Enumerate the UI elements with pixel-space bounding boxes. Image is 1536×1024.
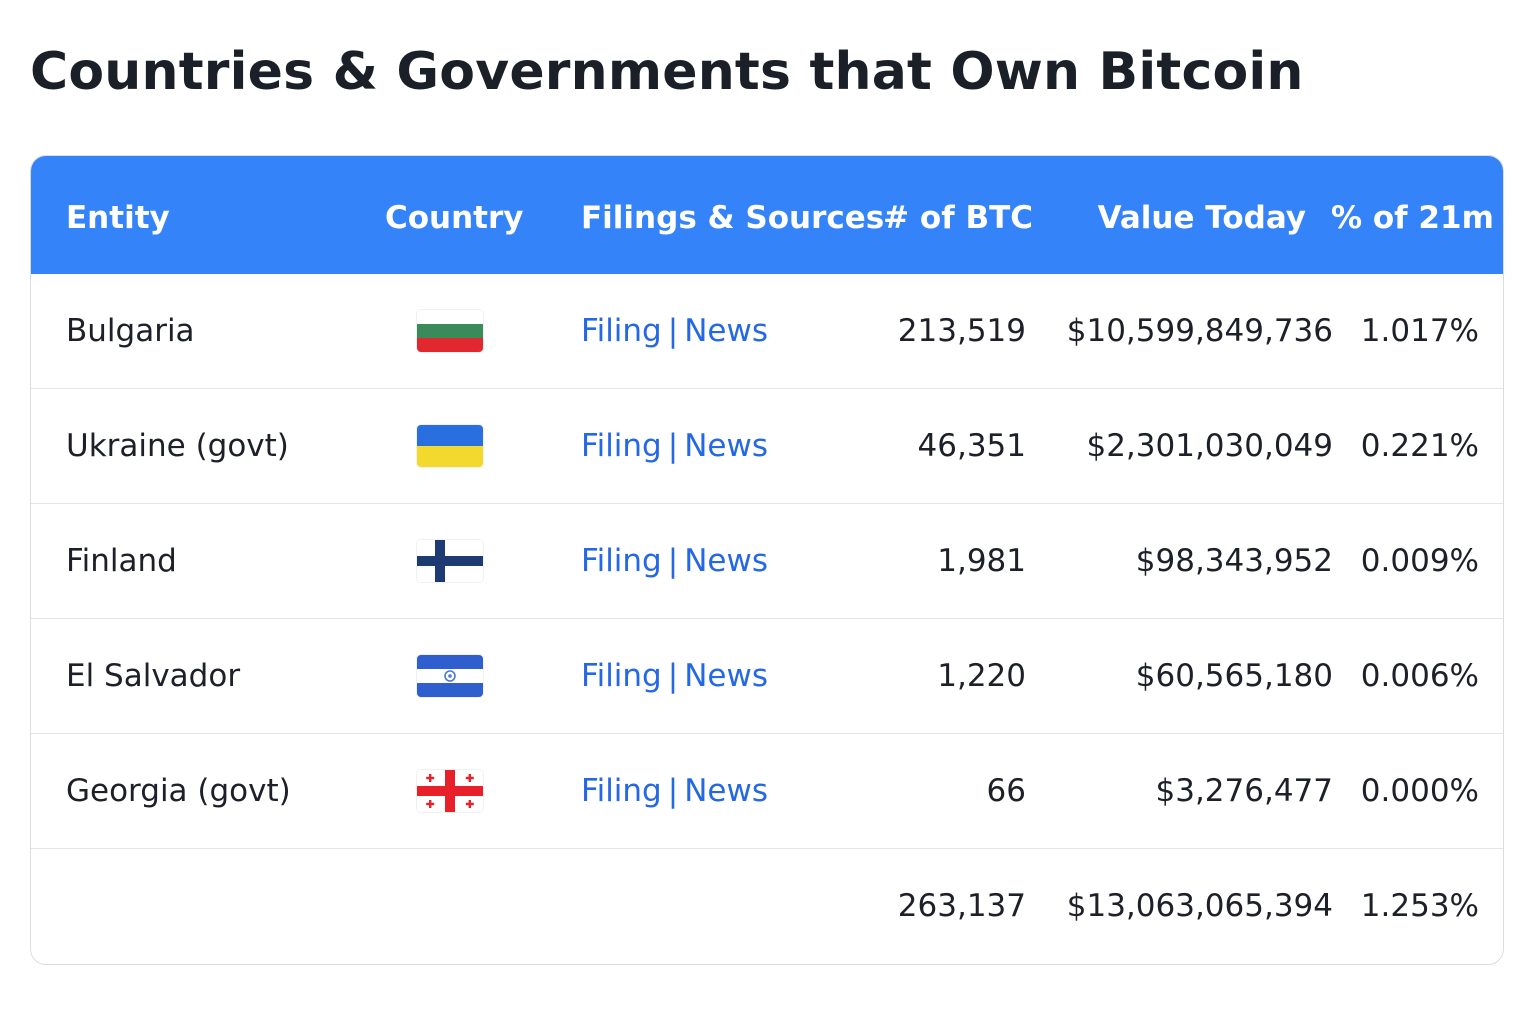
total-value: $13,063,065,394	[1066, 888, 1333, 924]
link-separator: |	[667, 658, 679, 694]
table-row: Finland Filing | News 1,981 $98,343,952 0.…	[31, 504, 1503, 619]
entity-name: Ukraine (govt)	[66, 428, 289, 464]
link-separator: |	[667, 773, 679, 809]
btc-amount: 1,981	[937, 543, 1026, 579]
entity-name: Georgia (govt)	[66, 773, 291, 809]
header-btc[interactable]: # of BTC	[883, 200, 1033, 236]
percent-of-21m: 0.000%	[1360, 773, 1479, 809]
link-separator: |	[667, 428, 679, 464]
news-link[interactable]: News	[684, 543, 768, 579]
ukraine-flag-icon	[417, 425, 483, 467]
news-link[interactable]: News	[684, 658, 768, 694]
btc-amount: 66	[986, 773, 1026, 809]
value-today: $10,599,849,736	[1066, 313, 1333, 349]
percent-of-21m: 0.221%	[1360, 428, 1479, 464]
news-link[interactable]: News	[684, 428, 768, 464]
table-row: Georgia (govt) Filing | News 66 $3,276,477…	[31, 734, 1503, 849]
header-entity[interactable]: Entity	[66, 200, 170, 236]
entity-name: Finland	[66, 543, 177, 579]
filing-link[interactable]: Filing	[581, 658, 662, 694]
filings-links: Filing | News	[581, 389, 768, 504]
value-today: $2,301,030,049	[1086, 428, 1333, 464]
news-link[interactable]: News	[684, 313, 768, 349]
percent-of-21m: 0.009%	[1360, 543, 1479, 579]
link-separator: |	[667, 313, 679, 349]
link-separator: |	[667, 543, 679, 579]
value-today: $60,565,180	[1135, 658, 1333, 694]
value-today: $98,343,952	[1135, 543, 1333, 579]
filings-links: Filing | News	[581, 274, 768, 389]
table-row: Bulgaria Filing | News 213,519 $10,599,849…	[31, 274, 1503, 389]
totals-row: 263,137 $13,063,065,394 1.253%	[31, 849, 1503, 964]
entity-name: El Salvador	[66, 658, 241, 694]
holdings-table: Entity Country Filings & Sources # of BT…	[30, 155, 1504, 965]
filing-link[interactable]: Filing	[581, 543, 662, 579]
table-row: El Salvador Filing | News 1,220 $60,565,18…	[31, 619, 1503, 734]
filings-links: Filing | News	[581, 734, 768, 849]
header-filings[interactable]: Filings & Sources	[581, 200, 885, 236]
header-country[interactable]: Country	[385, 200, 524, 236]
header-pct[interactable]: % of 21m	[1331, 200, 1494, 236]
filing-link[interactable]: Filing	[581, 773, 662, 809]
filings-links: Filing | News	[581, 504, 768, 619]
table-header: Entity Country Filings & Sources # of BT…	[31, 156, 1503, 274]
table-row: Ukraine (govt) Filing | News 46,351 $2,301…	[31, 389, 1503, 504]
btc-amount: 46,351	[917, 428, 1026, 464]
btc-amount: 213,519	[897, 313, 1026, 349]
percent-of-21m: 0.006%	[1360, 658, 1479, 694]
total-btc: 263,137	[897, 888, 1026, 924]
finland-flag-icon	[417, 540, 483, 582]
entity-name: Bulgaria	[66, 313, 195, 349]
header-value[interactable]: Value Today	[1097, 200, 1306, 236]
filings-links: Filing | News	[581, 619, 768, 734]
btc-amount: 1,220	[937, 658, 1026, 694]
bulgaria-flag-icon	[417, 310, 483, 352]
page-title: Countries & Governments that Own Bitcoin	[30, 42, 1304, 102]
value-today: $3,276,477	[1155, 773, 1334, 809]
filing-link[interactable]: Filing	[581, 428, 662, 464]
georgia-flag-icon	[417, 770, 483, 812]
percent-of-21m: 1.017%	[1360, 313, 1479, 349]
el-salvador-flag-icon	[417, 655, 483, 697]
filing-link[interactable]: Filing	[581, 313, 662, 349]
total-percent: 1.253%	[1360, 888, 1479, 924]
news-link[interactable]: News	[684, 773, 768, 809]
